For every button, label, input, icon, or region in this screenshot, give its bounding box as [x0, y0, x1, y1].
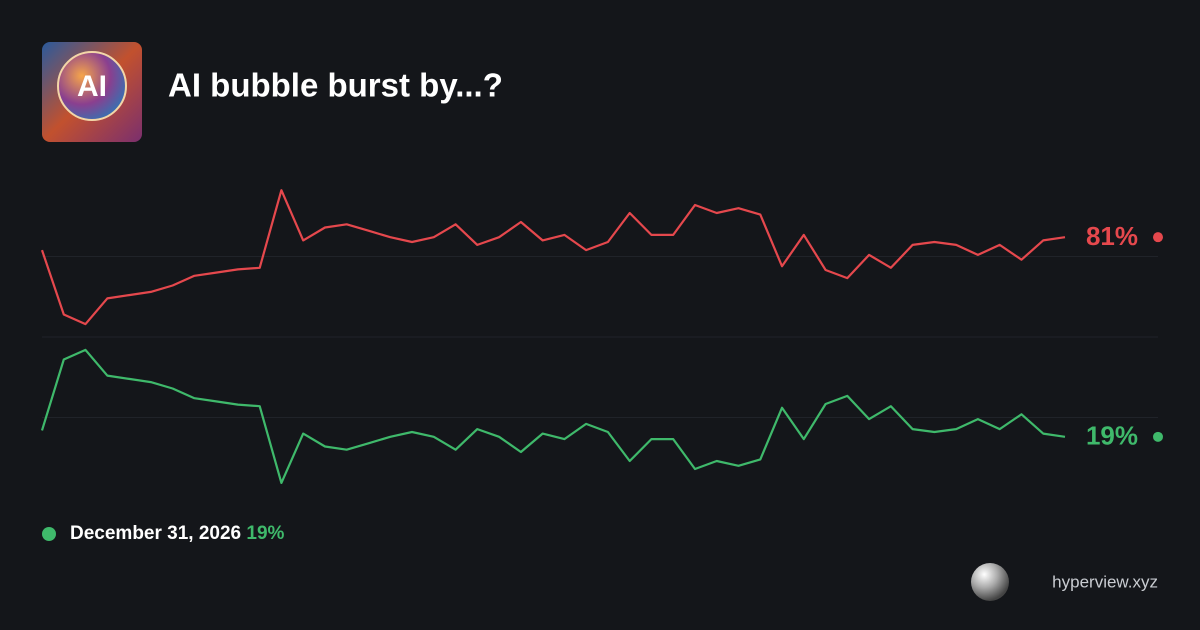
- icon-text: AI: [77, 70, 107, 103]
- legend-name: December 31, 2026: [70, 523, 241, 544]
- legend-value: 19%: [246, 523, 284, 544]
- legend-dot: [42, 527, 56, 541]
- chart-title: AI bubble burst by...?: [168, 67, 503, 104]
- end-dot: [1153, 431, 1163, 442]
- legend-entry: December 31, 2026 19%: [70, 523, 285, 544]
- end-dot: [1153, 232, 1163, 243]
- series-line: [40, 348, 1066, 484]
- brand: hyperview.xyz: [1052, 572, 1158, 591]
- end-label: 19%: [1086, 421, 1138, 451]
- series-line: [40, 189, 1066, 326]
- brand-logo: [971, 563, 1009, 601]
- end-label: 81%: [1086, 221, 1138, 251]
- icon-bubble: [57, 51, 127, 121]
